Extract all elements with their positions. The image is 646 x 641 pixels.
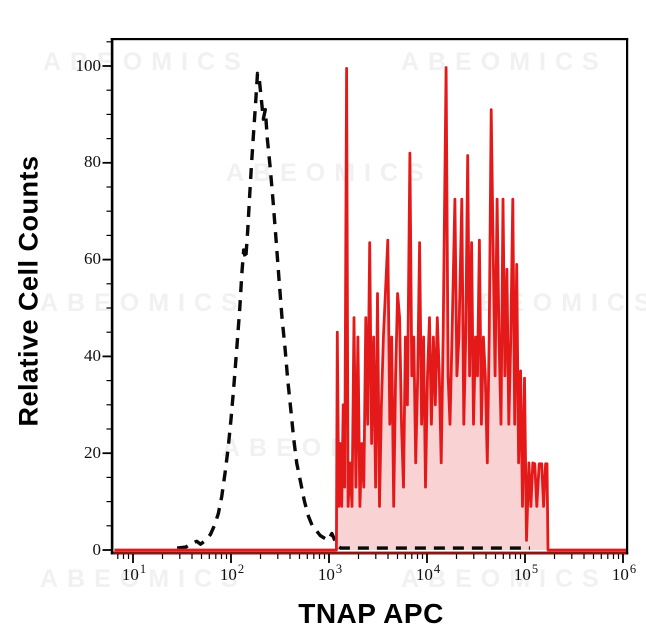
plot-border-right <box>626 38 629 555</box>
watermark-text: ABEOMICS <box>43 48 250 76</box>
axis-ticks <box>102 41 624 563</box>
stain-fill <box>114 67 627 550</box>
plot-border-top <box>110 38 629 41</box>
watermark-text: ABEOMICS <box>40 565 247 593</box>
stain-curve <box>114 66 627 552</box>
watermark-text: ABEOMICS <box>226 159 433 187</box>
watermark-text: ABEOMICS <box>401 565 608 593</box>
control-curve <box>176 71 530 550</box>
x-axis-line <box>110 551 629 555</box>
y-axis-line <box>110 38 114 555</box>
watermark-text: ABEOMICS <box>453 289 646 317</box>
watermark-text: ABEOMICS <box>401 48 608 76</box>
watermark-text: ABEOMICS <box>40 289 247 317</box>
